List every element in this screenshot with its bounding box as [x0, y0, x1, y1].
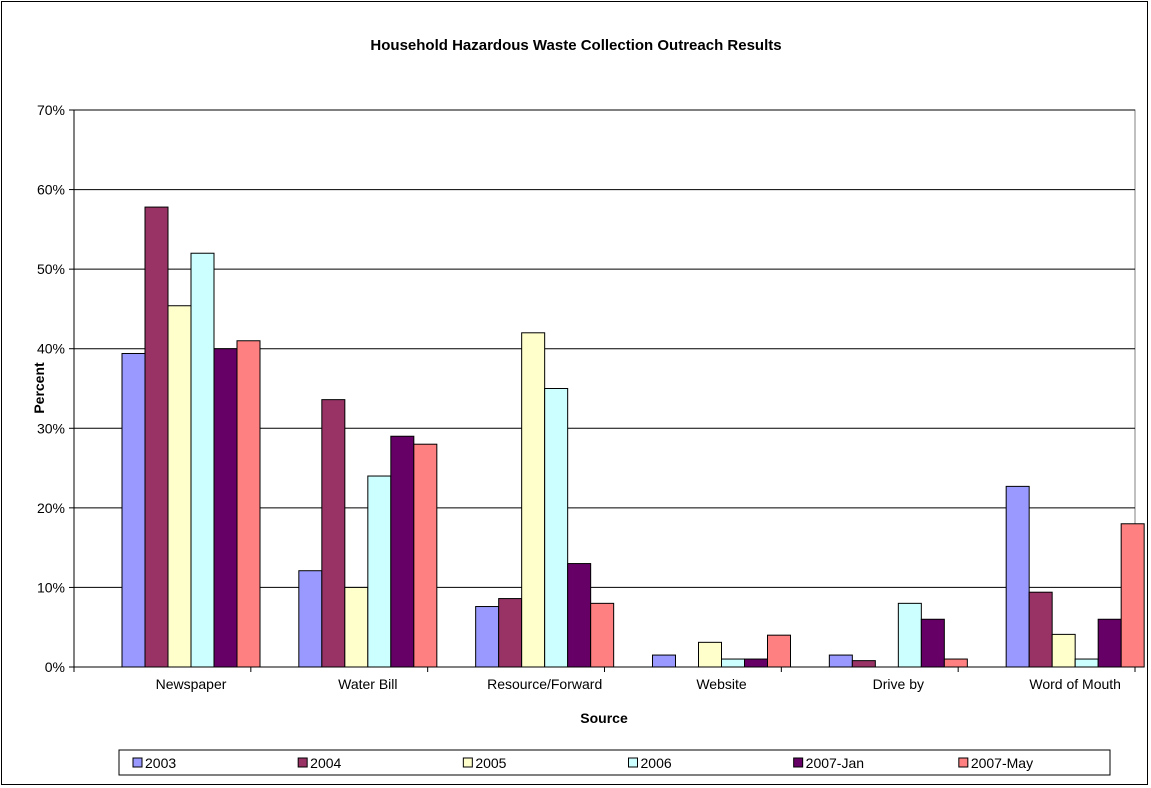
y-tick-label: 40%: [37, 341, 65, 357]
bar: [698, 641, 722, 668]
bar: [1097, 618, 1122, 668]
bar: [767, 634, 791, 668]
legend-label: 2006: [641, 755, 672, 771]
y-tick-label: 30%: [37, 420, 65, 436]
bar: [744, 658, 768, 668]
bar: [544, 388, 569, 668]
bar: [567, 563, 592, 668]
x-tick-label: Resource/Forward: [487, 676, 602, 692]
legend-swatch: [132, 757, 143, 768]
bar: [1005, 485, 1030, 668]
legend-label: 2007-Jan: [806, 755, 864, 771]
bar: [190, 252, 215, 668]
x-tick-label: Water Bill: [338, 676, 397, 692]
y-tick-label: 70%: [37, 102, 65, 118]
bar: [1074, 658, 1099, 668]
x-tick-label: Website: [696, 676, 747, 692]
legend-swatch: [793, 757, 804, 768]
bar: [920, 618, 945, 668]
y-tick-label: 60%: [37, 182, 65, 198]
bar: [590, 602, 615, 668]
legend-swatch: [628, 757, 638, 768]
bar: [652, 654, 676, 668]
bar: [475, 606, 500, 668]
legend-label: 2004: [310, 755, 341, 771]
legend-label: 2003: [145, 755, 176, 771]
legend-items: 2003 2004 2005 2006 2007-Jan 2007-May: [132, 755, 1033, 771]
y-tick-label: 20%: [37, 500, 65, 516]
legend-swatch: [297, 757, 308, 768]
bar: [721, 658, 745, 668]
chart-title: Household Hazardous Waste Collection Out…: [370, 37, 781, 54]
bar: [321, 399, 346, 668]
bar: [167, 305, 192, 668]
bars: [121, 206, 1145, 668]
bar: [851, 660, 876, 668]
bar: [943, 658, 968, 668]
bar: [1120, 523, 1145, 668]
legend-label: 2007-May: [971, 755, 1033, 771]
y-tick-label: 10%: [37, 579, 65, 595]
bar: [390, 435, 415, 668]
bar: [236, 340, 261, 668]
bar: [213, 348, 238, 668]
bar: [521, 332, 546, 668]
bar: [367, 475, 392, 668]
axes: 0% 10% 20% 30% 40% 50% 60% 70% Newspaper Water Bi…: [37, 102, 1136, 692]
bar: [413, 443, 438, 668]
bar: [1028, 591, 1053, 668]
legend-swatch: [958, 757, 969, 768]
legend-label: 2005: [475, 755, 506, 771]
bar: [344, 586, 369, 668]
bar: [298, 570, 323, 668]
y-axis-title: Percent: [31, 362, 47, 414]
x-tick-label: Drive by: [873, 676, 924, 692]
x-axis-title: Source: [580, 710, 628, 726]
x-tick-label: Word of Mouth: [1029, 676, 1121, 692]
bar: [144, 206, 169, 668]
legend-swatch: [462, 757, 473, 768]
bar: [1051, 633, 1076, 668]
bar: [828, 654, 853, 668]
legend: [118, 749, 1111, 776]
y-tick-label: 50%: [37, 261, 65, 277]
y-tick-label: 0%: [45, 659, 65, 675]
bar: [897, 602, 922, 668]
bar: [121, 352, 146, 668]
x-tick-label: Newspaper: [156, 676, 227, 692]
bar: [498, 598, 523, 668]
